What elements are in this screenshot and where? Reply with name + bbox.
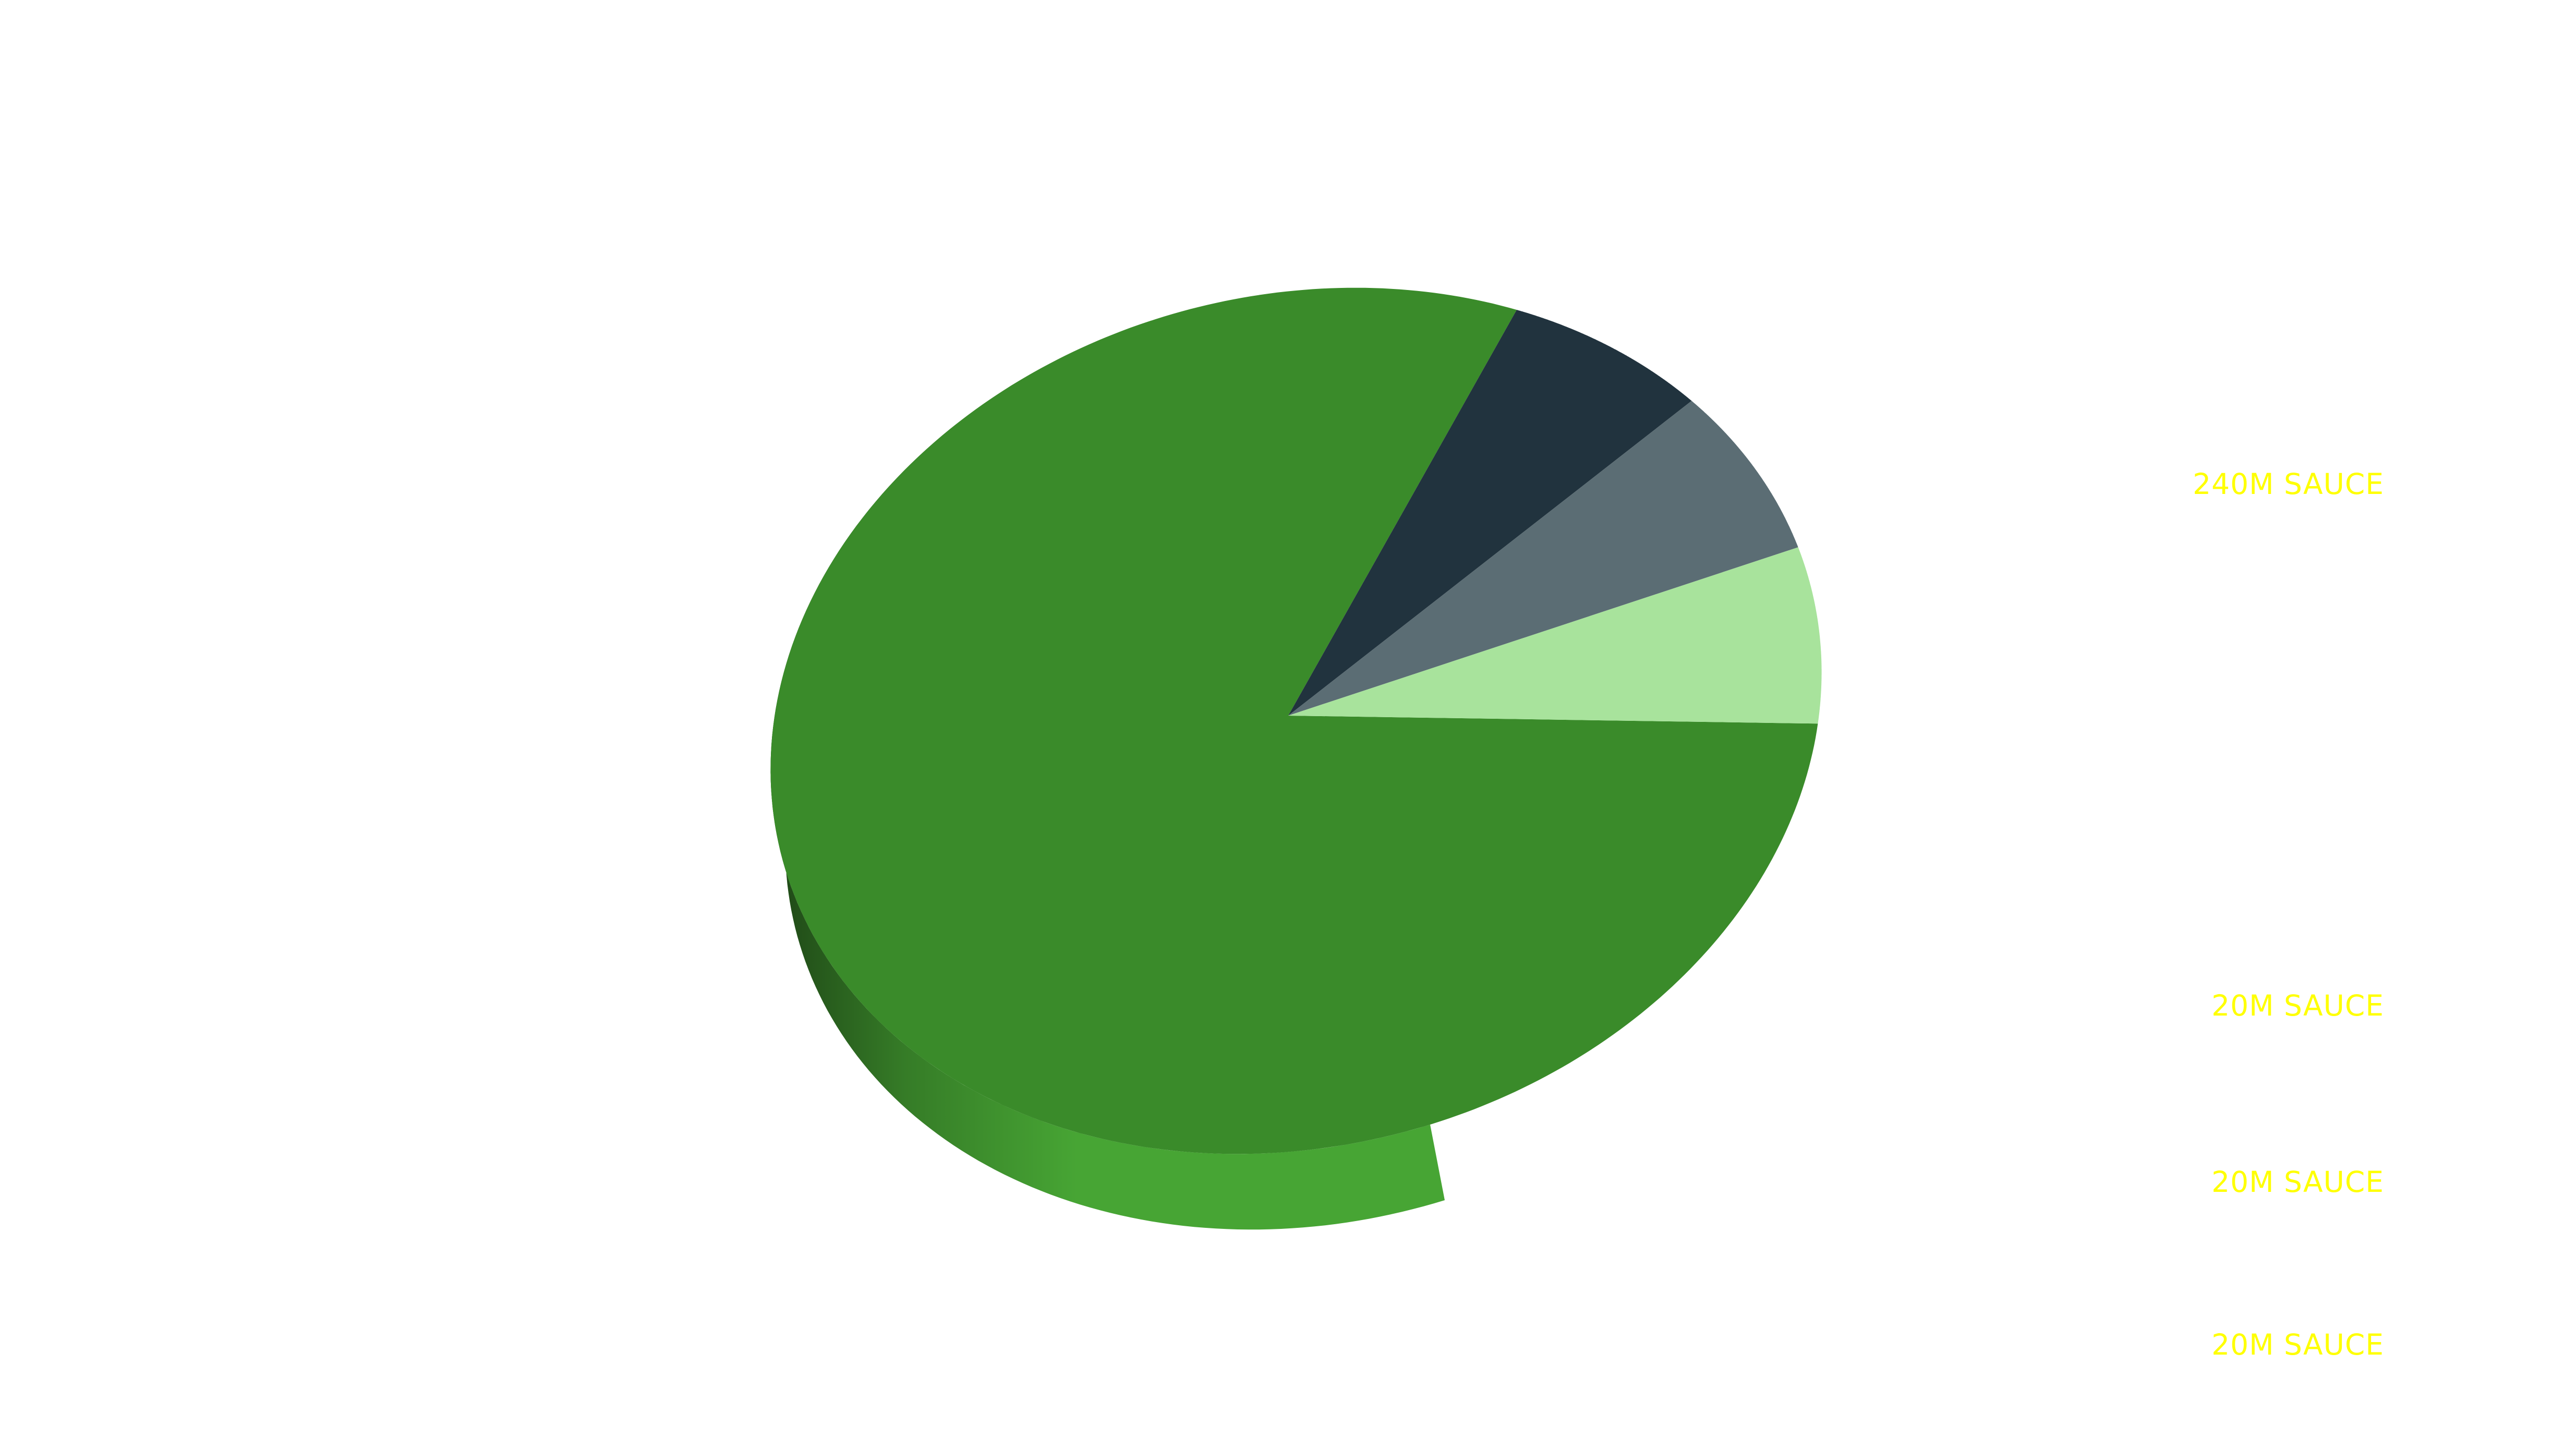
pie-slice-1 bbox=[1288, 310, 1692, 716]
pie-side-group bbox=[770, 320, 1445, 1230]
pie-slice-2 bbox=[1288, 401, 1798, 716]
pie-top-group bbox=[770, 287, 1822, 1154]
legend-label-240m-sauce: 240M SAUCE bbox=[2193, 467, 2384, 501]
legend-label-20m-sauce-3: 20M SAUCE bbox=[2211, 1328, 2384, 1361]
legend-label-20m-sauce-2: 20M SAUCE bbox=[2211, 1165, 2384, 1199]
pie-slice-3 bbox=[1288, 547, 1822, 724]
legend-label-20m-sauce-1: 20M SAUCE bbox=[2211, 989, 2384, 1022]
pie-side-shade-0 bbox=[770, 320, 1445, 1230]
pie-slice-0 bbox=[770, 287, 1818, 1154]
